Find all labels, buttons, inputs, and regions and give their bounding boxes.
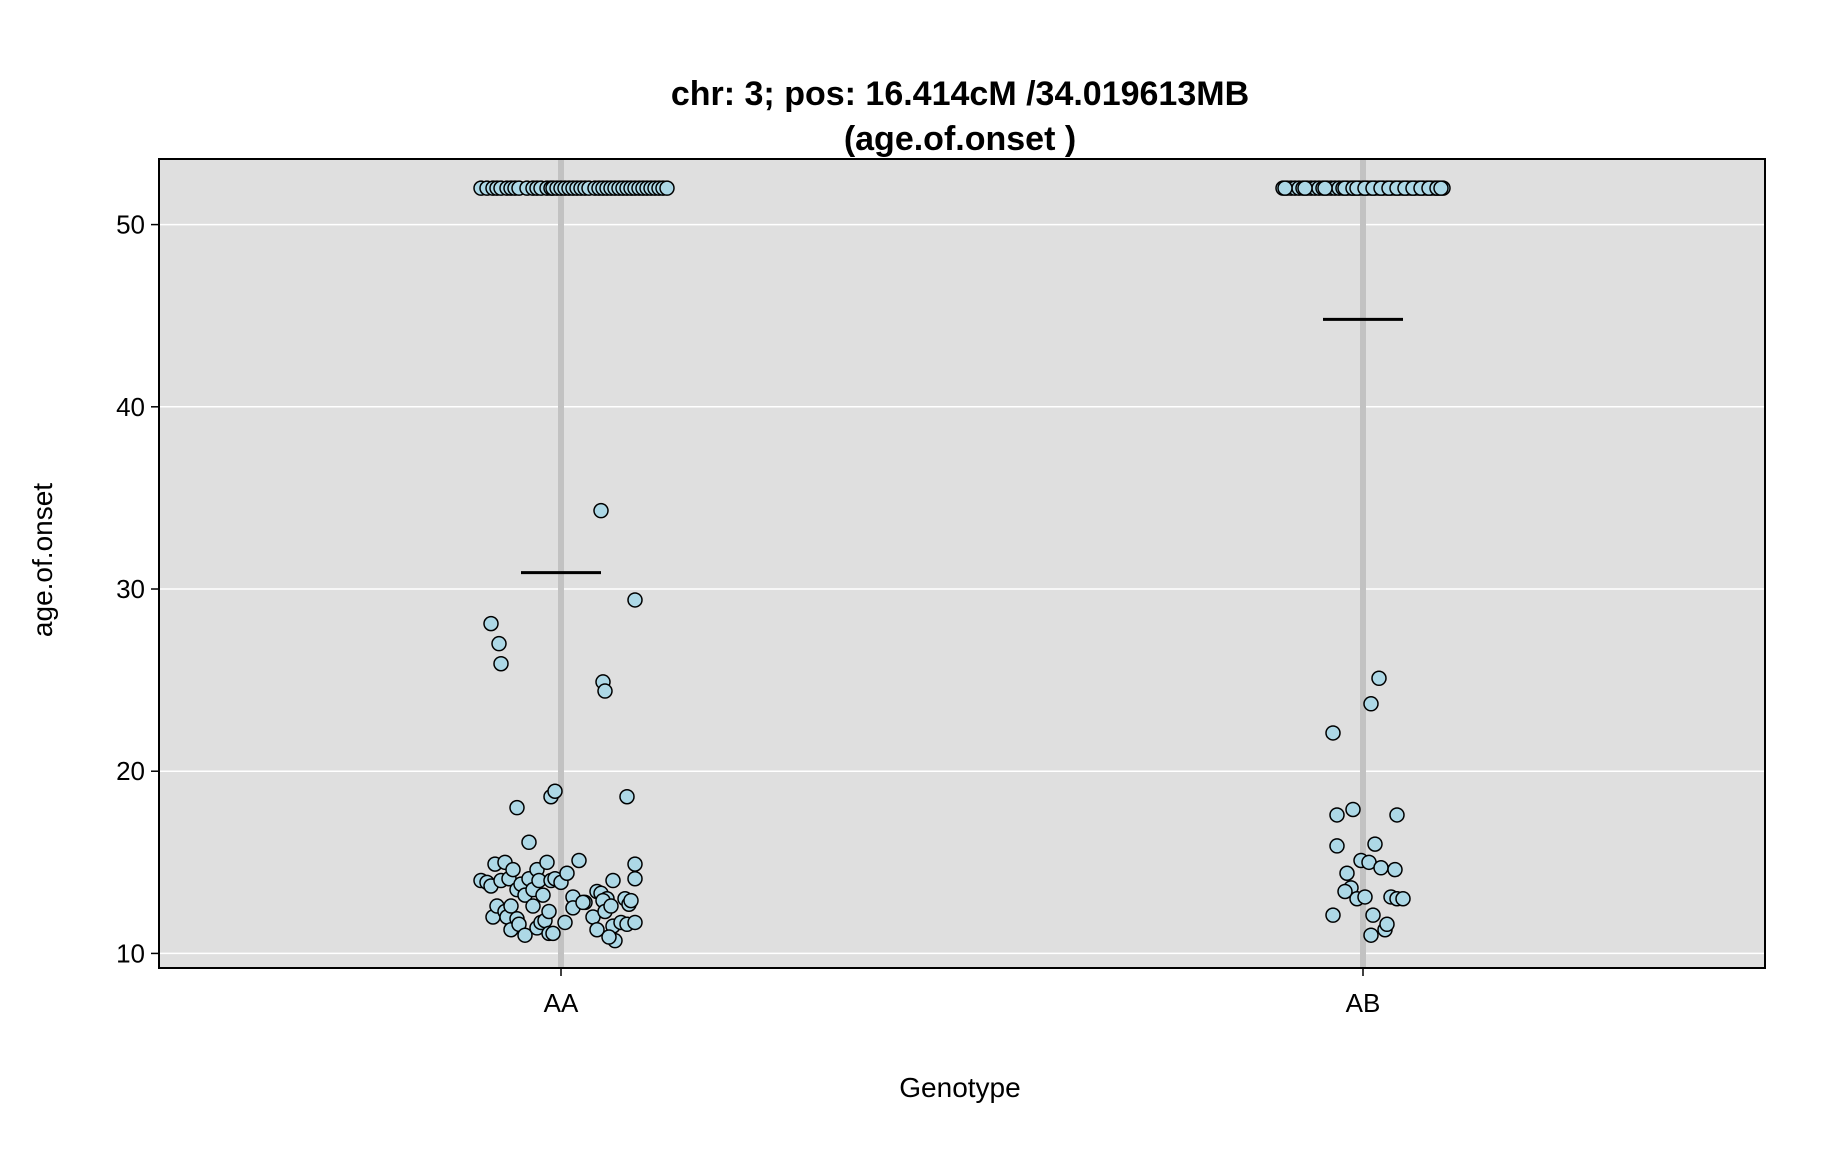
data-point-ab [1433, 180, 1449, 196]
data-point-ab [1317, 180, 1333, 196]
data-point-ab [1363, 927, 1379, 943]
data-point-aa [589, 921, 605, 938]
x-tick-label: AA [544, 988, 579, 1018]
data-point-aa [619, 788, 635, 805]
data-point-aa [601, 929, 617, 945]
chart-subtitle: (age.of.onset ) [844, 120, 1076, 158]
data-point-aa [659, 180, 675, 196]
data-point-aa [627, 914, 643, 931]
data-point-ab [1297, 180, 1313, 196]
data-point-aa [597, 683, 613, 699]
data-point-aa [557, 914, 573, 931]
data-point-aa [627, 856, 643, 872]
data-point-ab [1345, 801, 1361, 818]
data-point-aa [491, 635, 507, 652]
x-tick-label: AB [1346, 988, 1381, 1018]
data-point-ab [1363, 696, 1379, 712]
category-lines [558, 159, 1366, 968]
y-tick-label: 20 [116, 756, 145, 786]
data-point-aa [623, 892, 639, 909]
data-point-ab [1329, 807, 1345, 823]
y-tick-label: 40 [116, 392, 145, 422]
data-point-aa [627, 592, 643, 608]
data-point-ab [1387, 861, 1403, 878]
chart-title: chr: 3; pos: 16.414cM /34.019613MB [671, 75, 1249, 113]
data-point-ab [1277, 180, 1293, 196]
x-axis-label: Genotype [899, 1072, 1020, 1103]
panel-background [159, 159, 1765, 968]
data-point-aa [493, 655, 509, 672]
plot-panel [159, 159, 1765, 968]
data-point-aa [509, 799, 525, 816]
data-point-aa [503, 898, 519, 914]
data-point-aa [571, 852, 587, 869]
data-point-ab [1325, 907, 1341, 923]
data-point-aa [505, 861, 521, 878]
data-point-aa [535, 887, 551, 903]
data-point-aa [541, 903, 557, 920]
y-tick-label: 50 [116, 210, 145, 240]
y-axis-label: age.of.onset [27, 483, 58, 637]
data-point-ab [1337, 883, 1353, 900]
data-points [473, 180, 1451, 949]
data-point-aa [517, 927, 533, 943]
data-point-ab [1325, 725, 1341, 741]
data-point-ab [1373, 860, 1389, 876]
data-point-ab [1395, 891, 1411, 907]
data-point-ab [1379, 916, 1395, 933]
data-point-aa [545, 925, 561, 942]
data-point-ab [1365, 907, 1381, 923]
data-point-aa [547, 783, 563, 800]
data-point-ab [1329, 838, 1345, 854]
data-point-aa [521, 834, 537, 851]
data-point-aa [483, 615, 499, 632]
data-point-aa [605, 872, 621, 889]
y-axis: 10 20 30 40 50 [116, 210, 159, 968]
data-point-ab [1339, 865, 1355, 882]
data-point-aa [627, 870, 643, 887]
panel-border [158, 158, 1766, 969]
y-tick-label: 10 [116, 938, 145, 968]
mean-markers [521, 317, 1403, 575]
data-point-aa [539, 854, 555, 871]
data-point-aa [603, 898, 619, 914]
plot-frame [158, 158, 1766, 969]
data-point-ab [1357, 889, 1373, 905]
x-axis: AA AB [544, 968, 1381, 1018]
y-tick-label: 30 [116, 574, 145, 604]
data-point-ab [1389, 807, 1405, 823]
data-point-ab [1367, 836, 1383, 852]
data-point-aa [575, 894, 591, 911]
grid-lines [159, 223, 1765, 955]
data-point-aa [593, 502, 609, 519]
data-point-aa [559, 865, 575, 882]
data-point-aa [525, 898, 541, 914]
data-point-ab [1371, 670, 1387, 687]
